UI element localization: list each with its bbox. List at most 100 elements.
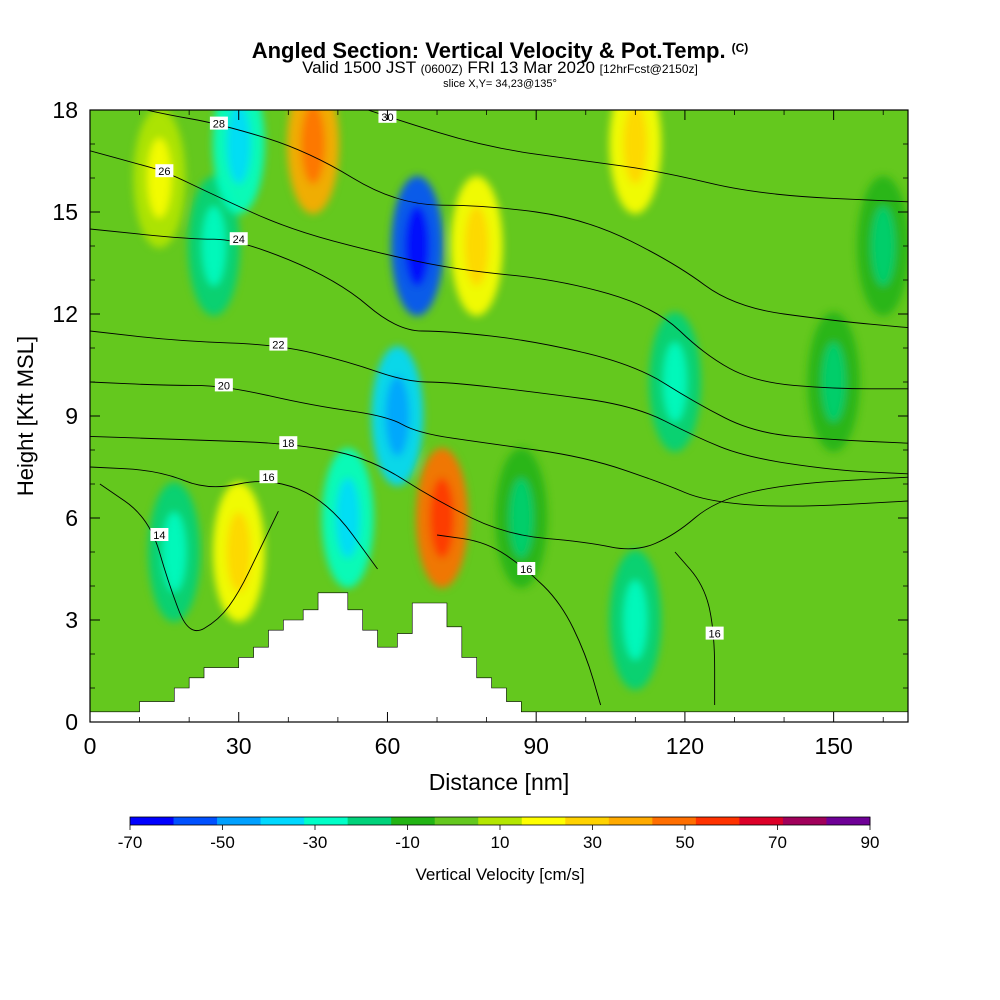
x-tick-label: 120 <box>666 733 704 759</box>
velocity-core-3 <box>301 110 326 184</box>
y-tick-label: 9 <box>65 403 78 429</box>
velocity-core-11 <box>162 512 187 592</box>
velocity-field <box>133 110 908 690</box>
colorbar-swatch <box>695 817 740 825</box>
x-tick-label: 90 <box>523 733 549 759</box>
y-tick-label: 12 <box>52 301 78 327</box>
velocity-core-14 <box>623 580 648 660</box>
colorbar-swatch <box>347 817 392 825</box>
theta-contour-20 <box>90 381 908 507</box>
velocity-core-13 <box>509 478 534 558</box>
velocity-core-15 <box>821 342 846 422</box>
contour-label-bg <box>155 164 174 178</box>
x-tick-label: 30 <box>226 733 252 759</box>
contour-label: 26 <box>158 166 170 178</box>
colorbar-swatch <box>521 817 566 825</box>
contour-label-bg <box>259 470 278 484</box>
contour-label-bg <box>150 528 169 541</box>
terrain-profile <box>89 592 909 723</box>
y-tick-label: 3 <box>65 607 78 633</box>
velocity-core-0 <box>147 138 172 218</box>
colorbar-swatch <box>826 817 871 825</box>
colorbar-swatch <box>260 817 305 825</box>
velocity-core-5 <box>385 376 410 456</box>
x-tick-label: 150 <box>814 733 852 759</box>
velocity-core-12 <box>226 512 251 592</box>
x-tick-label: 60 <box>375 733 401 759</box>
plot-area <box>90 110 908 722</box>
y-tick-label: 18 <box>52 97 78 123</box>
colorbar-tick-label: -10 <box>395 833 420 852</box>
colorbar-tick-label: 10 <box>491 833 510 852</box>
theta-contour-22 <box>90 330 908 475</box>
y-axis-label: Height [Kft MSL] <box>13 336 38 496</box>
chart-title: Angled Section: Vertical Velocity & Pot.… <box>251 38 749 63</box>
colorbar-swatch <box>434 817 479 825</box>
chart-title-block: Angled Section: Vertical Velocity & Pot.… <box>0 36 1000 91</box>
colorbar-swatch <box>478 817 523 825</box>
contour-label: 16 <box>520 564 532 576</box>
colorbar-tick-label: 90 <box>861 833 880 852</box>
valid-time: Valid 1500 JST (0600Z) FRI 13 Mar 2020 [… <box>302 58 698 77</box>
title-tag: (C) <box>731 41 749 55</box>
colorbar-swatch <box>739 817 784 825</box>
contour-label-bg <box>705 626 724 640</box>
colorbar-swatch <box>782 817 827 825</box>
axes: 0 30 60 90 120 150 0 3 6 9 12 15 18 <box>52 97 908 759</box>
theta-contour-24 <box>90 228 908 444</box>
velocity-core-8 <box>464 206 489 286</box>
contour-label-bg <box>269 337 288 351</box>
colorbar-tick-label: -30 <box>303 833 328 852</box>
contour-label: 14 <box>153 530 165 542</box>
theta-contour-14 <box>99 483 279 632</box>
contour-label: 28 <box>213 119 225 131</box>
velocity-core-7 <box>429 478 454 558</box>
contour-label: 20 <box>218 380 230 392</box>
contour-label: 22 <box>272 340 284 352</box>
theta-contour-18 <box>90 435 908 550</box>
colorbar-swatch <box>565 817 610 825</box>
contour-label-bg <box>279 436 298 450</box>
colorbar-swatch <box>304 817 349 825</box>
colorbar: -70 -50 -30 -10 10 30 50 70 90 <box>118 816 880 852</box>
theta-contour-16 <box>674 551 716 705</box>
colorbar-label: Vertical Velocity [cm/s] <box>415 865 584 884</box>
x-tick-label: 0 <box>84 733 97 759</box>
contour-label-bg <box>214 378 233 392</box>
contour-label: 18 <box>282 438 294 450</box>
slice-info: slice X,Y= 34,23@135° <box>443 78 557 90</box>
contour-label-bg <box>517 562 536 575</box>
theta-contour-28 <box>144 110 908 329</box>
colorbar-tick-label: 50 <box>676 833 695 852</box>
x-axis-label: Distance [nm] <box>429 769 570 795</box>
contour-label: 16 <box>709 629 721 641</box>
terrain <box>89 592 909 723</box>
velocity-core-6 <box>335 478 360 558</box>
colorbar-swatch <box>173 817 218 825</box>
colorbar-swatch <box>652 817 697 825</box>
theta-contour-30 <box>366 110 908 203</box>
colorbar-tick-label: -70 <box>118 833 143 852</box>
theta-contour-16 <box>90 466 378 570</box>
y-tick-label: 15 <box>52 199 78 225</box>
contour-label: 24 <box>233 234 245 246</box>
contour-label-bg <box>209 116 228 130</box>
colorbar-tick-label: -50 <box>210 833 235 852</box>
colorbar-swatch <box>608 817 653 825</box>
contour-label: 16 <box>262 472 274 484</box>
colorbar-tick-label: 30 <box>583 833 602 852</box>
velocity-core-16 <box>871 206 896 286</box>
velocity-core-9 <box>623 110 648 184</box>
contour-label-bg <box>229 232 248 246</box>
velocity-core-1 <box>201 206 226 286</box>
colorbar-tick-label: 70 <box>768 833 787 852</box>
colorbar-swatch <box>391 817 436 825</box>
colorbar-swatch <box>130 817 175 825</box>
velocity-core-10 <box>662 342 687 422</box>
y-tick-label: 6 <box>65 505 78 531</box>
colorbar-swatch <box>217 817 262 825</box>
velocity-core-4 <box>405 206 430 286</box>
y-tick-label: 0 <box>65 709 78 735</box>
